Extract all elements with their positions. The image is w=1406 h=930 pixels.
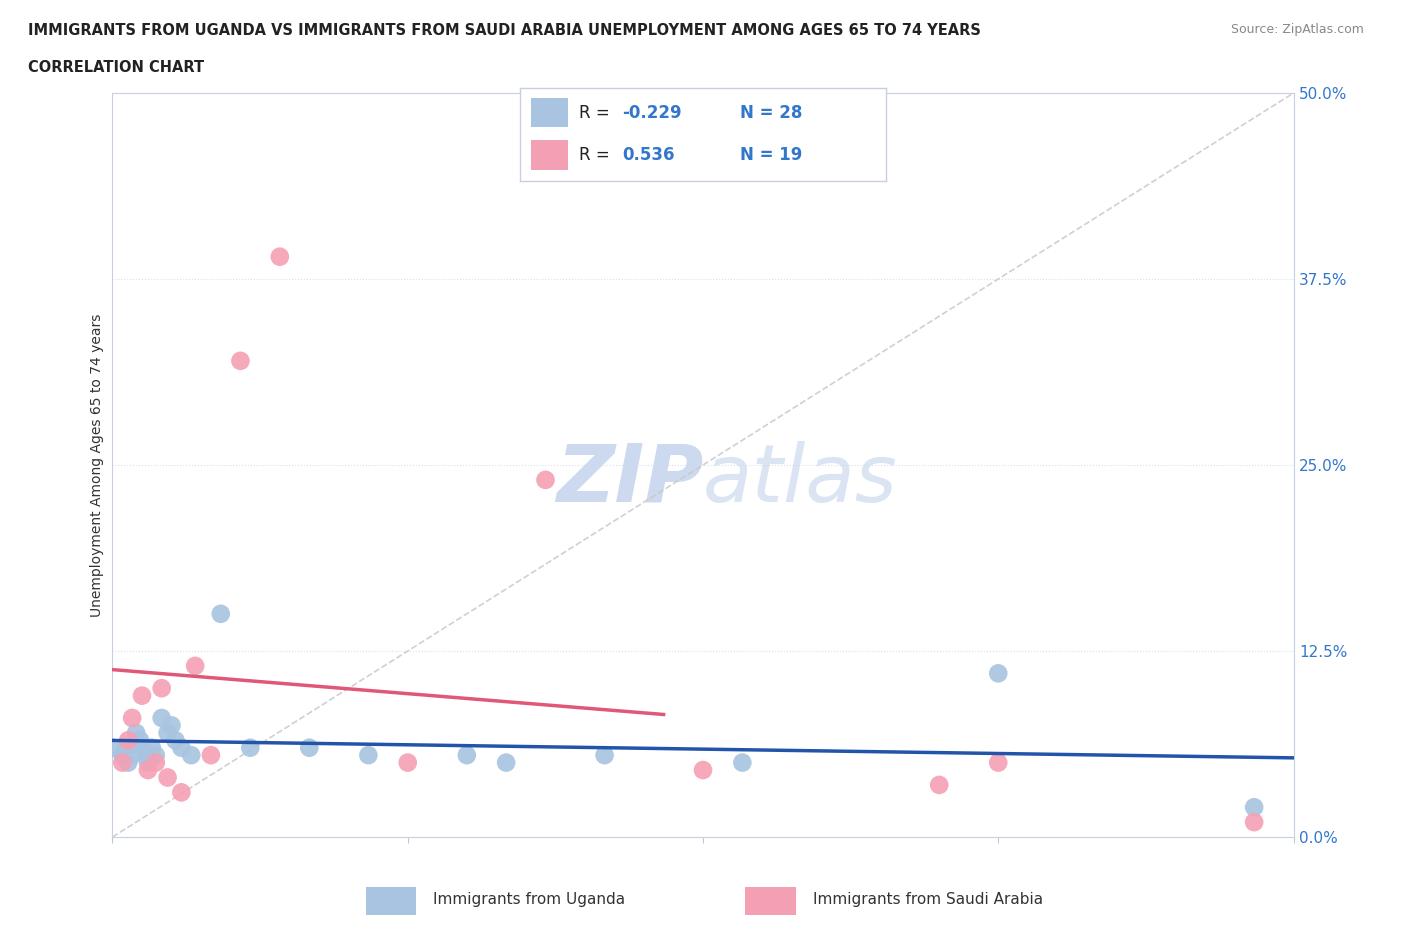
Point [111,755,134,770]
Point [150,711,173,725]
Bar [531,98,568,127]
Point [987,666,1010,681]
Bar [745,887,796,915]
Point [456,748,478,763]
Point [170,785,193,800]
Text: CORRELATION CHART: CORRELATION CHART [28,60,204,75]
Point [156,725,179,740]
Y-axis label: Unemployment Among Ages 65 to 74 years: Unemployment Among Ages 65 to 74 years [90,313,104,617]
Point [129,733,152,748]
Point [136,763,159,777]
Point [396,755,419,770]
Point [125,725,148,740]
Point [495,755,517,770]
Point [160,718,183,733]
Point [117,755,139,770]
Point [269,249,291,264]
Point [121,711,143,725]
Text: Immigrants from Saudi Arabia: Immigrants from Saudi Arabia [813,892,1043,908]
Point [135,748,157,763]
Point [593,748,616,763]
Point [131,688,153,703]
Point [928,777,950,792]
Point [141,740,163,755]
Point [156,770,179,785]
Text: N = 28: N = 28 [740,103,801,122]
Point [117,733,139,748]
Point [150,681,173,696]
Text: N = 19: N = 19 [740,146,801,165]
Point [184,658,207,673]
Point [987,755,1010,770]
Text: atlas: atlas [703,441,898,519]
Bar [531,140,568,170]
Point [115,740,138,755]
Point [229,353,252,368]
Point [136,755,159,770]
Point [145,755,167,770]
Point [145,748,167,763]
Point [534,472,557,487]
Text: -0.229: -0.229 [623,103,682,122]
Point [239,740,262,755]
Point [1243,815,1265,830]
Point [731,755,754,770]
Point [298,740,321,755]
Point [180,748,202,763]
Point [170,740,193,755]
Point [121,748,143,763]
Text: Immigrants from Uganda: Immigrants from Uganda [433,892,626,908]
Text: IMMIGRANTS FROM UGANDA VS IMMIGRANTS FROM SAUDI ARABIA UNEMPLOYMENT AMONG AGES 6: IMMIGRANTS FROM UGANDA VS IMMIGRANTS FRO… [28,23,981,38]
Point [165,733,187,748]
Point [692,763,714,777]
Point [101,740,124,755]
Text: ZIP: ZIP [555,441,703,519]
Text: 0.536: 0.536 [623,146,675,165]
Point [111,748,134,763]
Text: R =: R = [579,146,614,165]
Point [357,748,380,763]
Bar [366,887,416,915]
Point [209,606,232,621]
Text: R =: R = [579,103,614,122]
Point [131,740,153,755]
Text: Source: ZipAtlas.com: Source: ZipAtlas.com [1230,23,1364,36]
Point [1243,800,1265,815]
Point [200,748,222,763]
